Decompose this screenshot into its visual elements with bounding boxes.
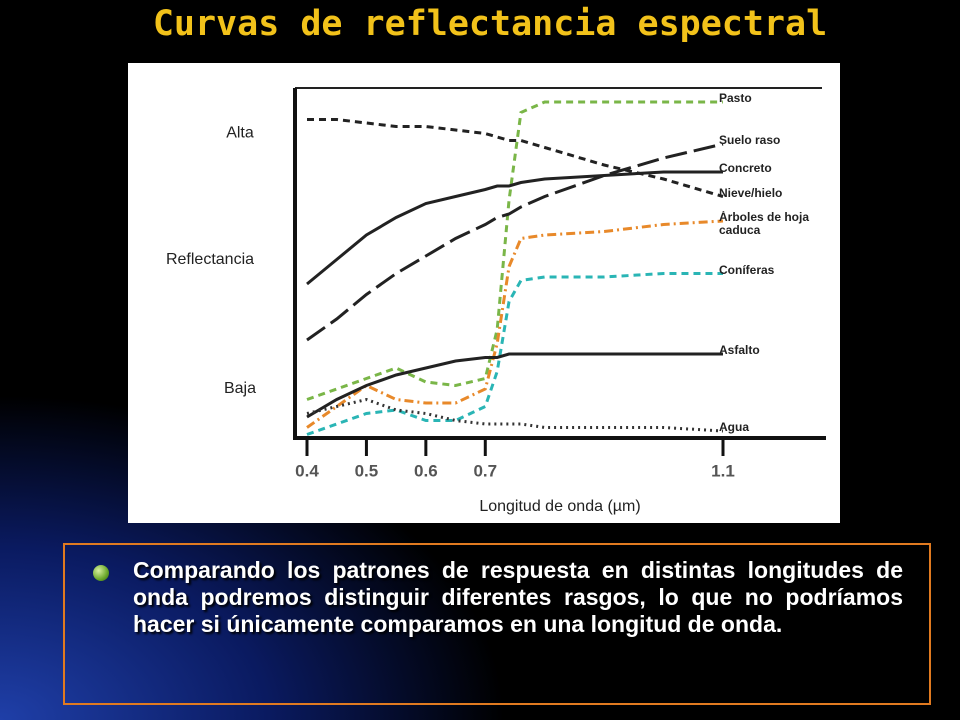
legend-entry: Suelo raso [719,134,781,147]
x-tick-label: 0.4 [295,461,319,480]
legend-entry: Agua [719,421,749,434]
legend-entry-box: Árboles de hoja caduca [719,211,810,237]
legend-entry-box: Pasto [719,92,752,105]
legend-entry-box: Nieve/hielo [719,186,783,200]
slide-title: Curvas de reflectancia espectral [152,4,828,44]
series-line [306,142,724,342]
series-line [306,100,723,401]
bullet-text: Comparando los patrones de respuesta en … [133,557,903,637]
legend-entry: Concreto [719,162,772,175]
series-line [306,397,724,433]
series-line [306,352,723,419]
legend-entry: Asfalto [719,344,760,357]
series-line [307,118,724,198]
text-box: Comparando los patrones de respuesta en … [63,543,931,705]
x-tick-label: 1.1 [711,461,735,480]
legend-entry: Nieve/hielo [719,186,783,200]
legend-entry-box: Suelo raso [719,134,781,147]
y-tick-label: Alta [226,125,254,142]
x-tick-label: 0.7 [473,461,497,480]
x-tick-label: 0.6 [414,461,438,480]
legend-entry: Coníferas [719,263,775,277]
y-tick-label: Baja [224,380,256,397]
series-line [306,272,723,436]
legend-entry-box: Agua [719,421,749,434]
y-axis-label: Reflectancia [166,251,254,268]
legend-entry: Árboles de hoja caduca [719,211,810,237]
series-line [306,170,723,286]
legend-entry-box: Concreto [719,162,772,175]
series-line [306,219,724,429]
x-axis-label: Longitud de onda (µm) [479,498,640,515]
legend-entry-box: Asfalto [719,344,760,357]
x-tick-label: 0.5 [355,461,379,480]
legend-entry-box: Coníferas [719,263,775,277]
legend-entry: Pasto [719,92,752,105]
bullet-icon [93,565,109,581]
